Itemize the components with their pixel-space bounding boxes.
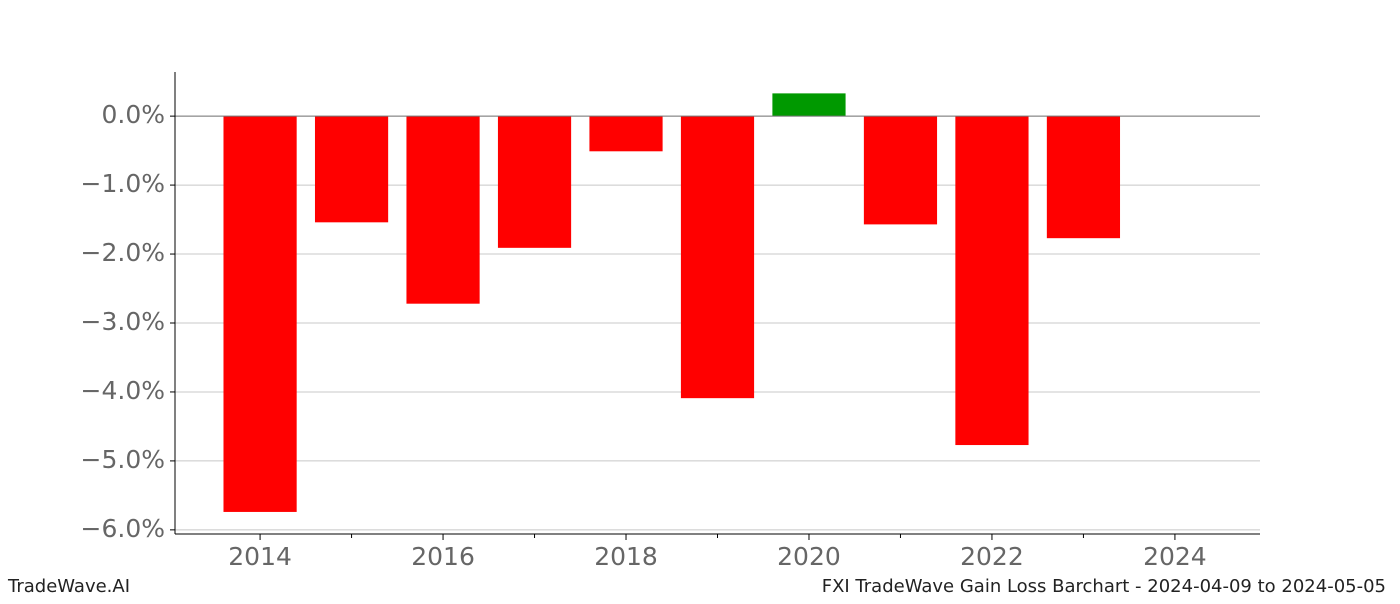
bar xyxy=(497,116,572,248)
y-tick-label: 0.0% xyxy=(101,100,165,129)
bar xyxy=(223,116,297,512)
y-tick-label: −2.0% xyxy=(81,238,165,267)
x-tick-label: 2022 xyxy=(960,542,1024,571)
y-tick-label: −4.0% xyxy=(81,376,165,405)
bar xyxy=(406,116,480,304)
x-tick-label: 2024 xyxy=(1143,542,1207,571)
footer-brand: TradeWave.AI xyxy=(7,576,130,597)
x-tick-label: 2014 xyxy=(228,542,292,571)
x-tick-label: 2016 xyxy=(411,542,475,571)
y-tick-label: −1.0% xyxy=(81,169,165,198)
footer-title: FXI TradeWave Gain Loss Barchart - 2024-… xyxy=(822,576,1386,597)
bar xyxy=(772,93,846,117)
x-tick-label: 2020 xyxy=(777,542,841,571)
bar xyxy=(314,116,389,223)
x-tick-label: 2018 xyxy=(594,542,658,571)
bar xyxy=(1046,116,1121,239)
y-tick-label: −6.0% xyxy=(81,514,165,543)
y-tick-label: −3.0% xyxy=(81,307,165,336)
bar xyxy=(955,116,1029,446)
bar xyxy=(589,116,663,152)
bar xyxy=(680,116,755,399)
y-tick-label: −5.0% xyxy=(81,445,165,474)
bar xyxy=(863,116,938,225)
